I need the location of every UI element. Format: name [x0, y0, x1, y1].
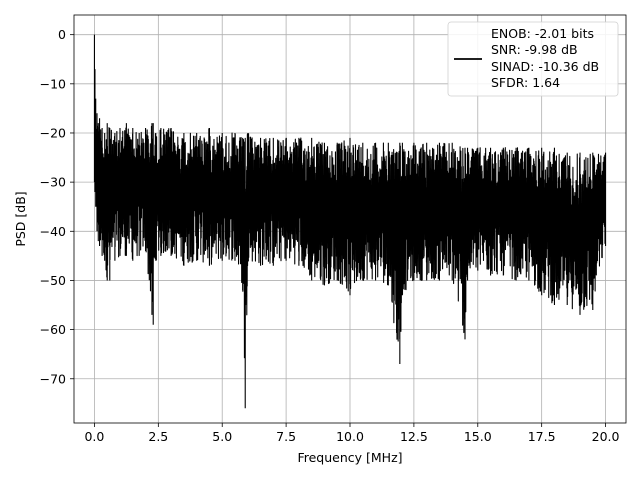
y-tick-label: 0 — [58, 27, 66, 42]
x-tick-label: 20.0 — [592, 429, 620, 444]
x-tick-label: 7.5 — [276, 429, 296, 444]
x-tick-label: 10.0 — [336, 429, 364, 444]
legend-text-sinad: SINAD: -10.36 dB — [491, 59, 599, 74]
legend-box — [447, 21, 619, 97]
y-tick-label: −40 — [40, 224, 66, 239]
legend-text-sfdr: SFDR: 1.64 — [491, 75, 560, 90]
y-axis-label: PSD [dB] — [13, 191, 28, 246]
legend-text-enob: ENOB: -2.01 bits — [491, 26, 594, 41]
y-tick-label: −30 — [40, 175, 66, 190]
x-axis-label: Frequency [MHz] — [297, 450, 402, 465]
x-tick-label: 5.0 — [212, 429, 232, 444]
y-tick-label: −10 — [40, 76, 66, 91]
series-layer — [93, 34, 607, 409]
y-tick-label: −60 — [40, 322, 66, 337]
x-tick-label: 17.5 — [528, 429, 556, 444]
psd-series-line — [93, 34, 607, 409]
legend-text-snr: SNR: -9.98 dB — [491, 42, 578, 57]
y-axis: 0 −10 −20 −30 −40 −50 −60 −70 — [40, 27, 74, 386]
y-tick-label: −50 — [40, 273, 66, 288]
x-tick-label: 12.5 — [400, 429, 428, 444]
x-tick-label: 2.5 — [148, 429, 168, 444]
x-tick-label: 15.0 — [464, 429, 492, 444]
y-tick-label: −70 — [40, 371, 66, 386]
x-tick-label: 0.0 — [84, 429, 104, 444]
y-tick-label: −20 — [40, 125, 66, 140]
x-axis: 0.0 2.5 5.0 7.5 10.0 12.5 15.0 17.5 20.0 — [84, 423, 620, 444]
legend: ENOB: -2.01 bits SNR: -9.98 dB SINAD: -1… — [447, 21, 619, 97]
